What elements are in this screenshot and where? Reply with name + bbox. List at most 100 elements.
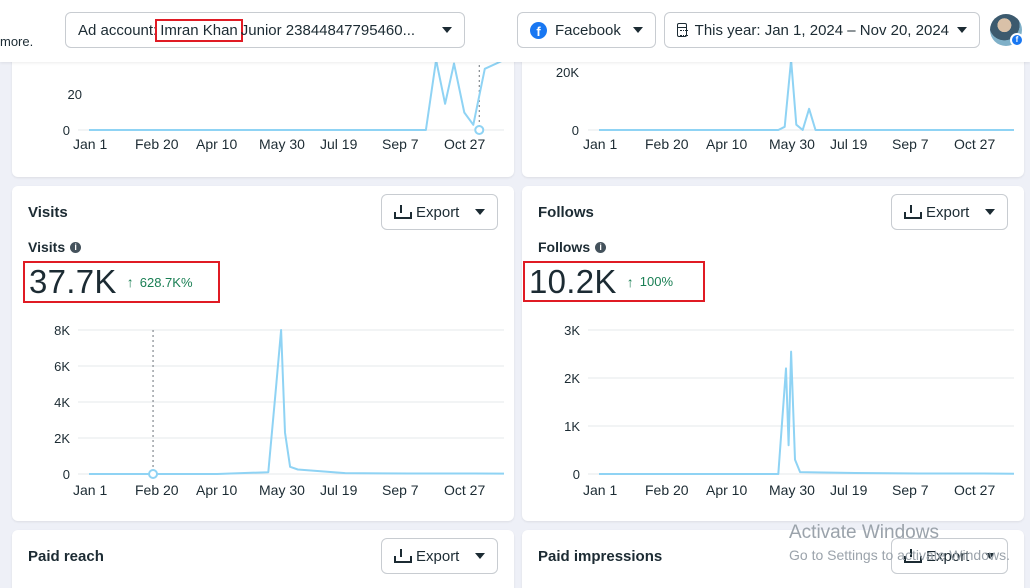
metric-change: ↑ 100% [627, 274, 673, 290]
arrow-up-icon: ↑ [126, 274, 134, 290]
export-label: Export [416, 547, 460, 565]
x-tick-label: Apr 10 [706, 482, 748, 498]
card-title: Paid impressions [538, 548, 663, 565]
x-tick-label: Jul 19 [830, 482, 868, 498]
chart-top-right [588, 59, 1014, 131]
windows-watermark-subtitle: Go to Settings to activate Windows. [789, 547, 1010, 563]
x-tick-label: Sep 7 [382, 482, 419, 498]
chevron-down-icon [475, 209, 485, 215]
export-button[interactable]: Export [381, 194, 498, 230]
x-tick-label: May 30 [769, 482, 815, 498]
card-title: Paid reach [28, 548, 104, 565]
hover-marker [474, 125, 485, 135]
x-tick-label: Sep 7 [382, 136, 419, 152]
chart-top-left [78, 59, 505, 135]
x-tick-label: Jan 1 [583, 482, 618, 498]
y-tick-label: 1K [564, 419, 580, 434]
export-button[interactable]: Export [891, 194, 1008, 230]
x-tick-label: Jul 19 [830, 136, 868, 152]
metric-change: ↑ 628.7K% [127, 274, 193, 290]
platform-label: Facebook [555, 21, 621, 39]
x-tick-label: Jan 1 [73, 136, 108, 152]
x-tick-label: Apr 10 [196, 136, 238, 152]
chevron-down-icon [442, 27, 452, 33]
y-tick-label: 3K [564, 323, 580, 338]
x-tick-label: Feb 20 [135, 136, 179, 152]
top-bar: more. Ad account: Imran Khan Junior 238448… [0, 0, 1030, 62]
series-line [89, 59, 505, 131]
x-tick-label: Feb 20 [135, 482, 179, 498]
y-tick-label: 2K [564, 371, 580, 386]
arrow-up-icon: ↑ [626, 273, 634, 290]
export-label: Export [926, 203, 970, 221]
x-tick-label: May 30 [259, 482, 305, 498]
y-tick-label: 0 [62, 123, 70, 138]
info-icon[interactable]: i [595, 241, 607, 253]
metric-value: 10.2K [529, 262, 617, 300]
metric-label: Follows i [538, 239, 607, 255]
y-tick-label: 4K [54, 395, 70, 410]
info-icon[interactable]: i [70, 241, 82, 253]
chart-card-top-left: 20 0 Jan 1 Feb 20 Apr 10 May 30 Jul 19 Sep 7 O… [12, 40, 514, 177]
export-label: Export [926, 547, 970, 565]
ad-account-name-highlight: Imran Khan [155, 18, 243, 42]
card-title: Visits [28, 204, 68, 221]
export-button[interactable]: Export [891, 538, 1008, 574]
windows-watermark-title: Activate Windows [789, 522, 939, 543]
series-line [599, 59, 1014, 131]
x-tick-label: Jan 1 [73, 482, 108, 498]
card-title: Follows [538, 204, 594, 221]
y-tick-label: 2K [54, 431, 70, 446]
metric-value: 37.7K [29, 263, 117, 300]
chevron-down-icon [985, 209, 995, 215]
download-icon [904, 549, 922, 563]
y-tick-label: 0 [571, 123, 579, 138]
x-tick-label: May 30 [259, 136, 305, 152]
visits-card: Visits Export Visits i 37.7K ↑ 628.7K% 8… [12, 186, 514, 521]
y-tick-label: 0 [62, 467, 70, 482]
metric-change-value: 628.7K% [139, 274, 193, 290]
x-tick-label: Feb 20 [645, 482, 689, 498]
x-tick-label: Sep 7 [892, 136, 929, 152]
ad-account-dropdown[interactable]: Ad account: Imran Khan Junior 238448477954… [65, 12, 465, 48]
x-tick-label: Apr 10 [706, 136, 748, 152]
platform-dropdown[interactable]: f Facebook [517, 12, 656, 48]
x-tick-label: Oct 27 [444, 482, 486, 498]
x-tick-label: Oct 27 [954, 136, 996, 152]
facebook-icon: f [530, 21, 547, 39]
visits-chart [78, 329, 505, 479]
ad-account-id: Junior 23844847795460... [240, 21, 416, 39]
truncated-text: more. [0, 34, 34, 49]
y-tick-label: 6K [54, 359, 70, 374]
x-tick-label: Apr 10 [196, 482, 238, 498]
series-line [599, 350, 1015, 475]
x-tick-label: Jan 1 [583, 136, 618, 152]
paid-reach-card: Paid reach Export [12, 530, 514, 588]
download-icon [394, 549, 412, 563]
metric-change-value: 100% [639, 274, 673, 289]
follows-card: Follows Export Follows i 10.2K ↑ 100% 3K… [522, 186, 1024, 521]
x-tick-label: Oct 27 [444, 136, 486, 152]
series-line [89, 329, 505, 475]
x-tick-label: Oct 27 [954, 482, 996, 498]
y-tick-label: 20K [555, 65, 579, 80]
metric-highlight-box: 37.7K ↑ 628.7K% [23, 261, 220, 303]
chart-card-top-right: 20K 0 Jan 1 Feb 20 Apr 10 May 30 Jul 19 Sep 7… [522, 40, 1024, 177]
metric-label-text: Follows [538, 239, 591, 255]
chevron-down-icon [633, 27, 643, 33]
x-tick-label: Sep 7 [892, 482, 929, 498]
download-icon [394, 205, 412, 219]
export-button[interactable]: Export [381, 538, 498, 574]
calendar-icon [677, 23, 688, 37]
date-range-dropdown[interactable]: This year: Jan 1, 2024 – Nov 20, 2024 [664, 12, 980, 48]
paid-impressions-card: Paid impressions Export [522, 530, 1024, 588]
follows-chart [588, 329, 1015, 475]
ad-account-label: Ad account: [78, 21, 158, 39]
ad-account-text: Ad account: Imran Khan Junior 238448477954… [78, 18, 416, 42]
y-tick-label: 0 [572, 467, 580, 482]
chevron-down-icon [475, 553, 485, 559]
metric-highlight-box: 10.2K ↑ 100% [523, 261, 705, 302]
y-tick-label: 8K [54, 323, 70, 338]
x-tick-label: May 30 [769, 136, 815, 152]
y-tick-label: 20 [67, 87, 82, 102]
